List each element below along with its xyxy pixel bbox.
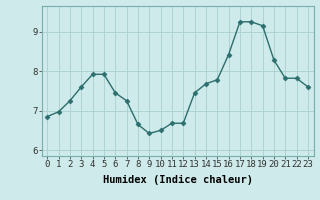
X-axis label: Humidex (Indice chaleur): Humidex (Indice chaleur): [103, 175, 252, 185]
